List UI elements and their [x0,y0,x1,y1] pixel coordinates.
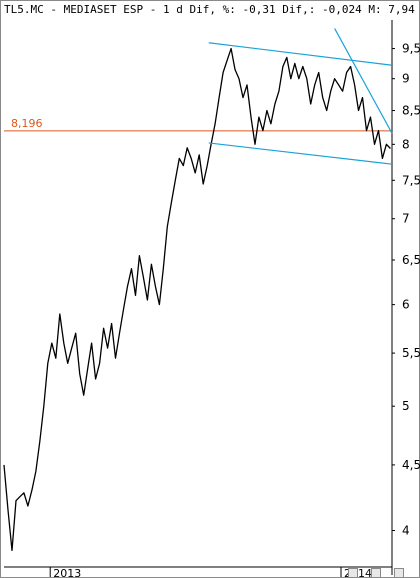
y-tick-label: 5 [402,399,410,413]
zoom-icon[interactable] [348,568,358,578]
y-tick-label: 8,5 [402,104,420,118]
y-tick-label: 7 [402,212,410,226]
trendlines [208,28,393,165]
header-name: MEDIASET ESP [64,3,144,16]
trendline [334,28,393,134]
y-tick-label: 5,5 [402,346,420,360]
plot-area [3,47,391,552]
level-label: 8,196 [11,117,43,130]
header-m-label: M: [368,3,381,16]
trendline [208,42,393,66]
x-axis: 2013 2014 [4,566,392,578]
fit-icon[interactable] [371,568,381,578]
header-dif-pct: -0,31 [242,3,275,16]
y-tick-label: 7,5 [402,173,420,187]
y-tick-label: 9 [402,72,410,86]
x-tick-label: 2014 [344,567,372,578]
y-axis: 4 4,5 5 5,5 6 6,5 7 7,5 8 8,5 9 9,5 [391,20,420,575]
x-tick-label: 2013 [53,567,81,578]
y-tick-label: 4 [402,524,410,538]
header-m: 7,94 [388,3,415,16]
price-series-line [3,47,391,552]
y-tick-label: 9,5 [402,42,420,56]
y-tick-label: 4,5 [402,458,420,472]
close-icon[interactable] [394,568,404,578]
trendline [208,142,393,165]
header-dif: -0,024 [322,3,362,16]
y-tick-label: 6 [402,298,410,312]
header-dif-pct-label: Dif, %: [189,3,235,16]
y-tick-label: 6,5 [402,253,420,267]
header-dif-label: Dif,: [282,3,315,16]
horizontal-level: 8,196 [4,117,392,132]
y-tick-label: 8 [402,137,410,151]
header-ticker: TL5.MC [4,3,44,16]
chart-header: TL5.MC - MEDIASET ESP - 1 d Dif, %: -0,3… [4,3,415,16]
header-interval: 1 d [163,3,183,16]
